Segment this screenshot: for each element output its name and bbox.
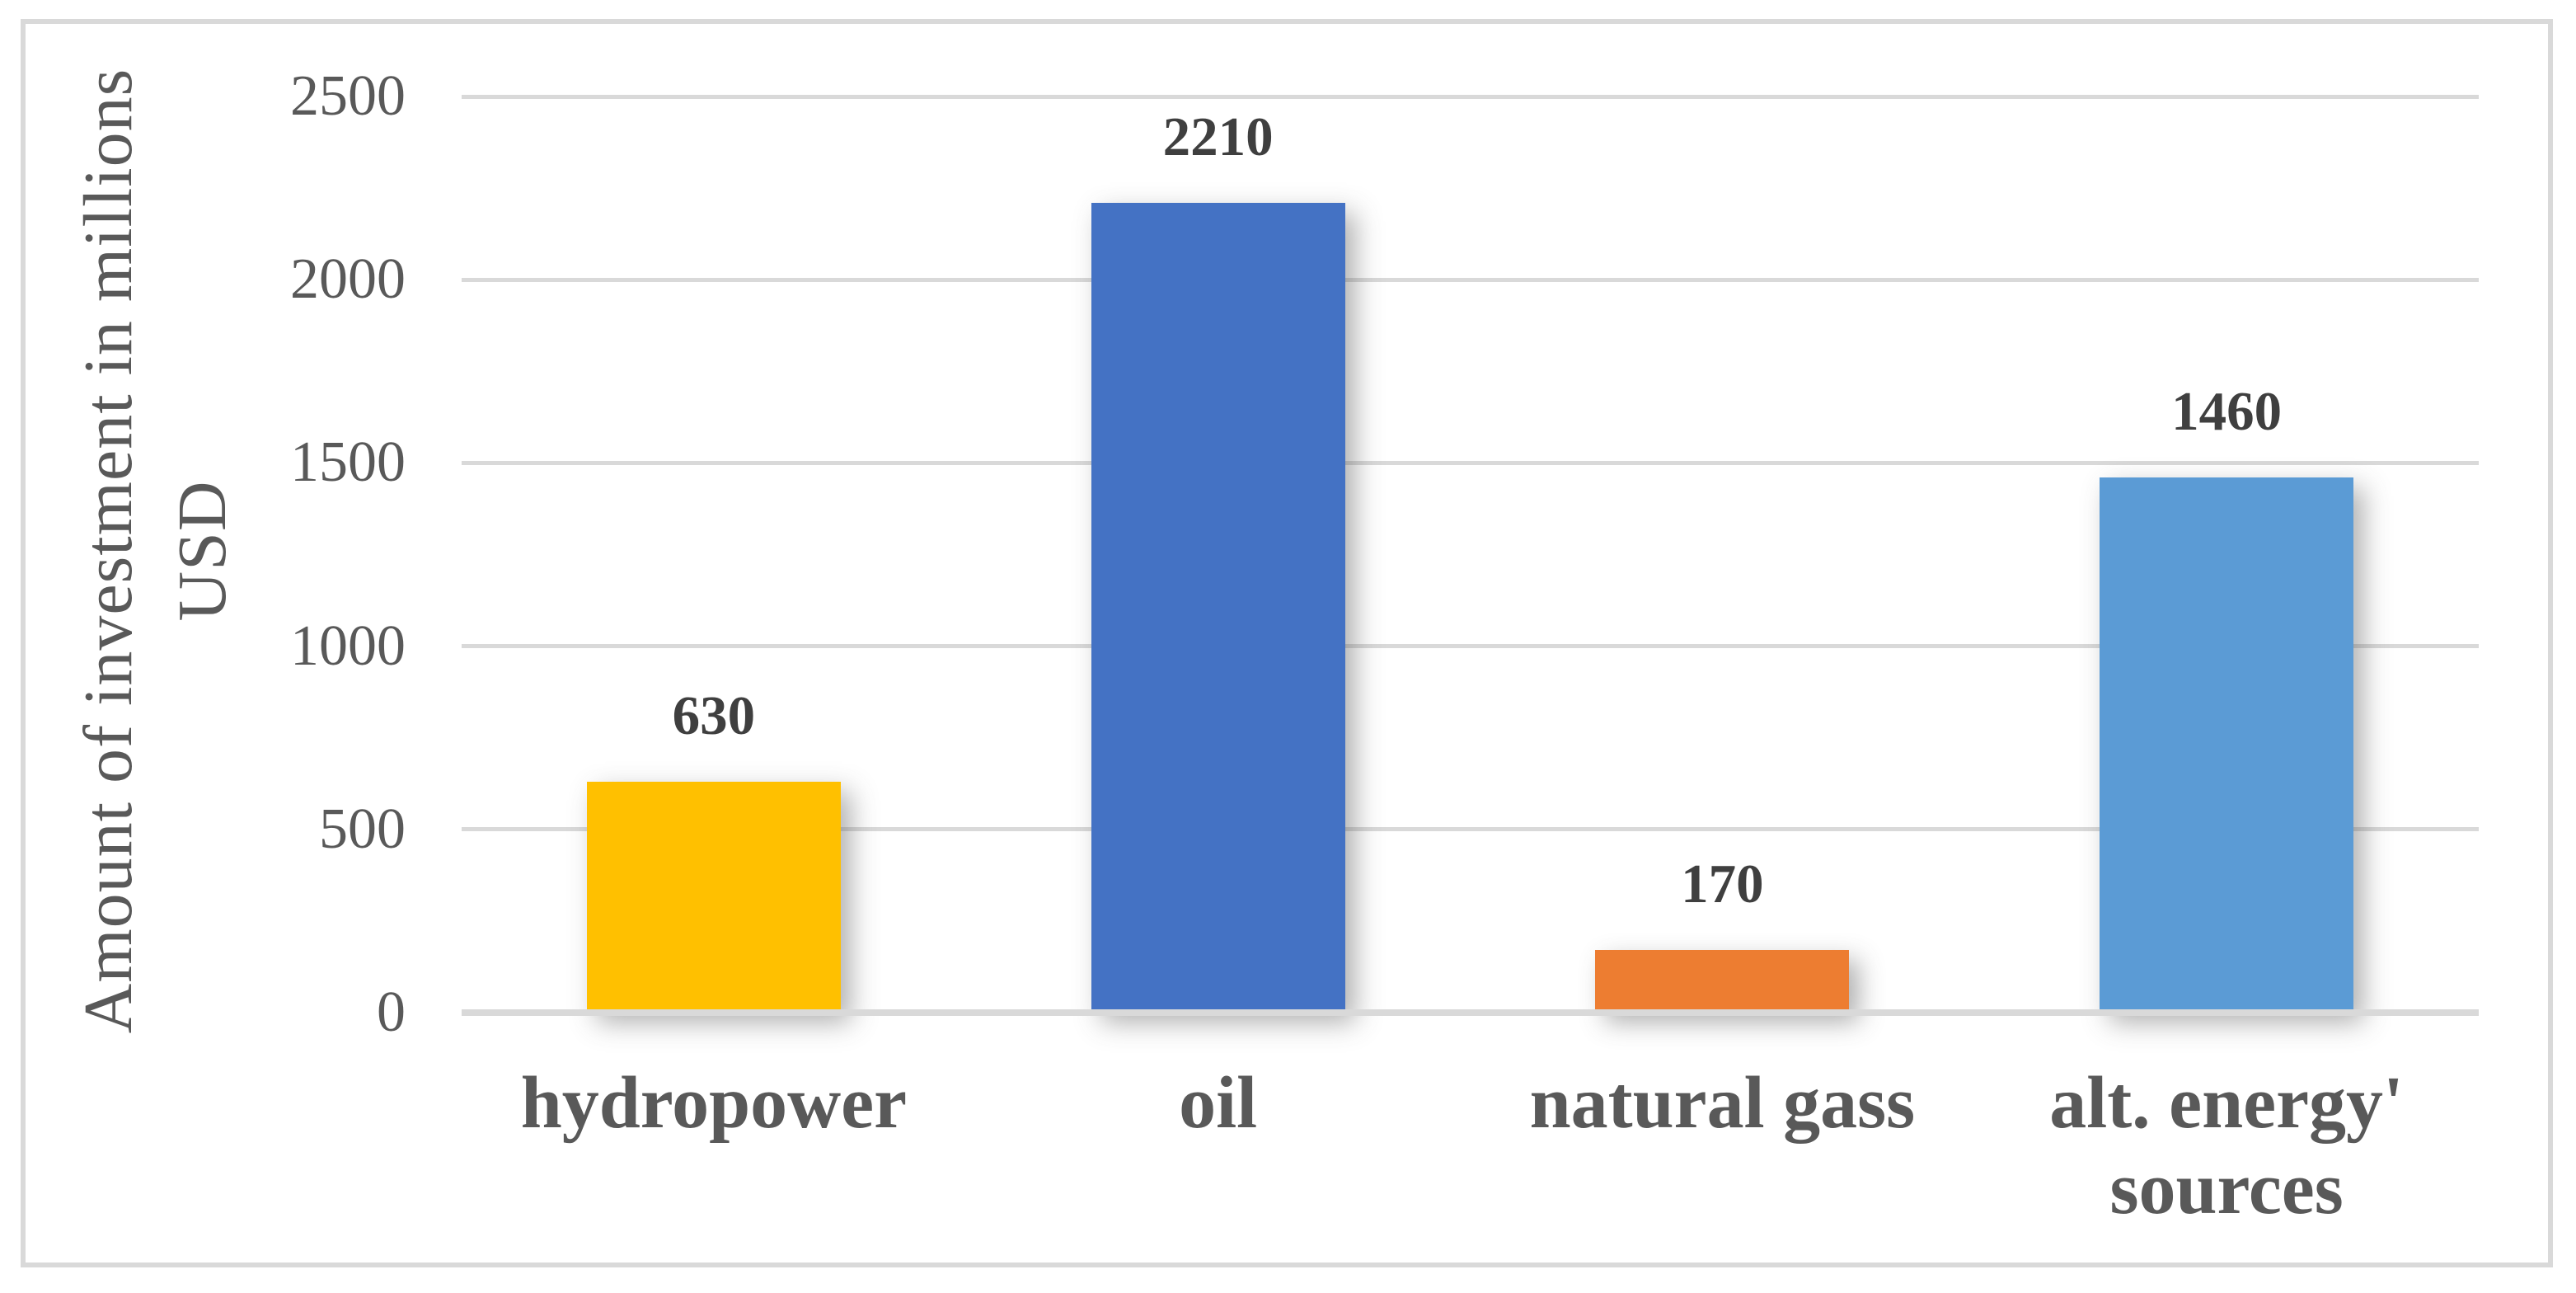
gridline bbox=[462, 644, 2479, 649]
data-label: 170 bbox=[1681, 853, 1764, 915]
bar-oil bbox=[1091, 202, 1345, 1013]
y-axis-tick-labels: 2500 2000 1500 1000 500 0 bbox=[0, 68, 406, 1041]
bar-hydropower bbox=[586, 782, 841, 1013]
x-axis-line bbox=[462, 1009, 2479, 1016]
data-label: 630 bbox=[672, 685, 756, 747]
category-label: alt. energy' sources bbox=[2049, 1062, 2405, 1230]
bar-natural-gass bbox=[1595, 950, 1850, 1013]
plot-area: 630 2210 170 1460 bbox=[462, 94, 2479, 1016]
bar-alt-energy-sources bbox=[2100, 477, 2354, 1013]
gridline bbox=[462, 460, 2479, 465]
y-tick-label: 1500 bbox=[290, 430, 406, 495]
category-label: natural gass bbox=[1529, 1062, 1916, 1144]
gridline bbox=[462, 94, 2479, 99]
y-tick-label: 1000 bbox=[290, 614, 406, 678]
y-tick-label: 500 bbox=[319, 797, 406, 861]
y-tick-label: 2500 bbox=[290, 64, 406, 128]
y-tick-label: 2000 bbox=[290, 247, 406, 312]
category-label: hydropower bbox=[520, 1062, 908, 1144]
y-tick-label: 0 bbox=[377, 980, 406, 1044]
gridline bbox=[462, 277, 2479, 282]
gridline bbox=[462, 827, 2479, 832]
data-label: 2210 bbox=[1162, 106, 1274, 167]
x-axis-category-labels: hydropower oil natural gass alt. energy' so… bbox=[462, 1060, 2479, 1258]
data-label: 1460 bbox=[2171, 381, 2283, 443]
category-label: oil bbox=[1179, 1062, 1258, 1144]
